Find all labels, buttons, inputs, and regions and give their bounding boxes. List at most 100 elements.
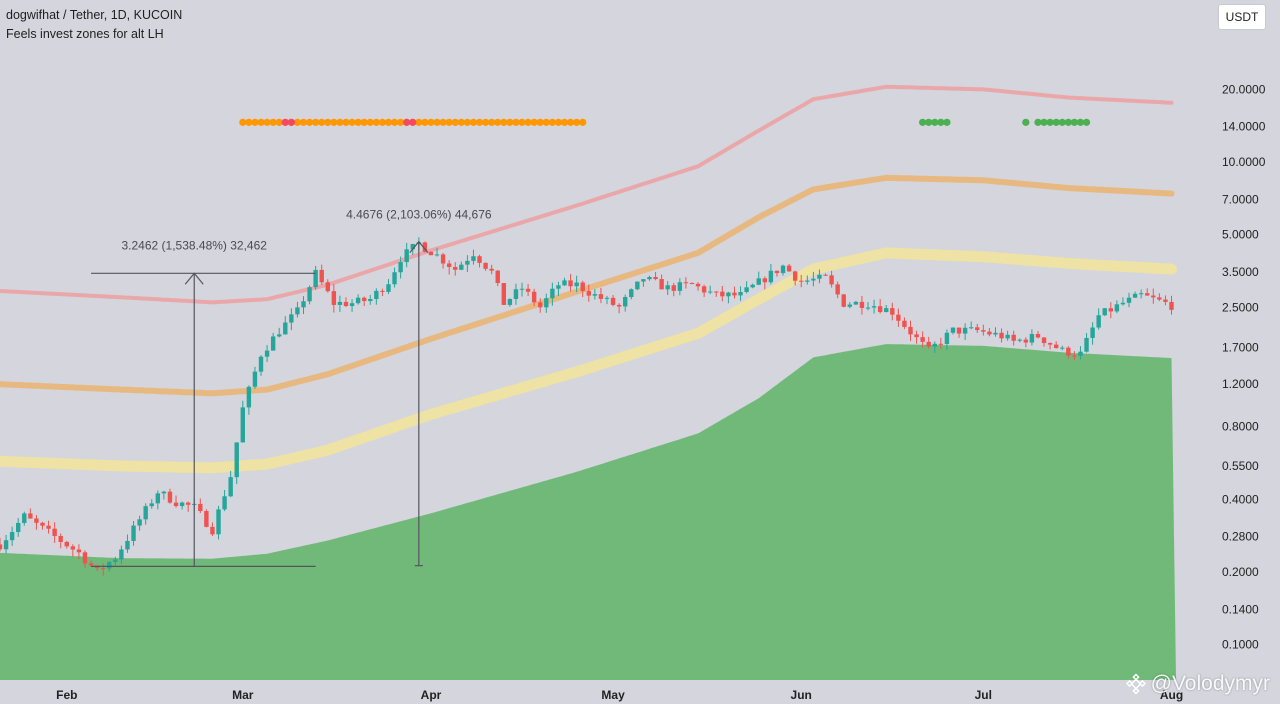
candle-body[interactable] bbox=[313, 269, 318, 288]
candle-body[interactable] bbox=[981, 330, 986, 332]
candle-body[interactable] bbox=[969, 327, 974, 329]
candle-body[interactable] bbox=[896, 314, 901, 321]
candle-body[interactable] bbox=[355, 297, 361, 304]
candle-body[interactable] bbox=[155, 493, 161, 504]
candle-body[interactable] bbox=[525, 288, 531, 292]
candle-body[interactable] bbox=[252, 371, 258, 387]
candle-body[interactable] bbox=[647, 276, 652, 280]
candle-body[interactable] bbox=[841, 294, 846, 307]
candle-body[interactable] bbox=[1151, 295, 1156, 298]
candle-body[interactable] bbox=[173, 502, 179, 507]
candle-body[interactable] bbox=[119, 549, 124, 560]
candle-body[interactable] bbox=[22, 513, 27, 523]
candle-body[interactable] bbox=[100, 568, 106, 570]
candle-body[interactable] bbox=[222, 496, 227, 510]
candle-body[interactable] bbox=[750, 284, 755, 288]
candle-body[interactable] bbox=[483, 262, 488, 269]
candle-body[interactable] bbox=[398, 262, 403, 273]
candle-body[interactable] bbox=[113, 559, 118, 563]
candle-body[interactable] bbox=[149, 503, 154, 507]
candle-body[interactable] bbox=[88, 563, 94, 566]
candle-body[interactable] bbox=[744, 287, 749, 293]
candle-body[interactable] bbox=[762, 278, 768, 283]
candle-body[interactable] bbox=[714, 291, 719, 293]
candle-body[interactable] bbox=[465, 260, 470, 265]
candle-body[interactable] bbox=[1126, 297, 1132, 303]
candle-body[interactable] bbox=[1017, 339, 1022, 341]
candle-body[interactable] bbox=[386, 284, 391, 292]
candle-body[interactable] bbox=[665, 285, 670, 290]
candle-body[interactable] bbox=[799, 280, 804, 282]
candle-body[interactable] bbox=[1145, 293, 1150, 296]
candle-body[interactable] bbox=[780, 265, 786, 274]
candle-body[interactable] bbox=[1053, 344, 1059, 349]
candle-body[interactable] bbox=[623, 297, 628, 307]
candle-body[interactable] bbox=[453, 266, 458, 270]
candle-body[interactable] bbox=[616, 304, 622, 307]
candle-body[interactable] bbox=[131, 525, 136, 541]
candle-body[interactable] bbox=[125, 540, 130, 550]
candle-body[interactable] bbox=[629, 289, 634, 298]
candle-body[interactable] bbox=[768, 270, 774, 283]
candle-body[interactable] bbox=[392, 272, 397, 285]
candle-body[interactable] bbox=[161, 491, 167, 494]
candle-body[interactable] bbox=[362, 297, 367, 302]
candle-body[interactable] bbox=[592, 294, 598, 296]
candle-body[interactable] bbox=[179, 502, 185, 507]
candle-body[interactable] bbox=[1169, 301, 1174, 310]
candle-body[interactable] bbox=[228, 477, 233, 497]
candle-body[interactable] bbox=[1060, 347, 1065, 349]
candle-body[interactable] bbox=[440, 254, 446, 264]
candle-body[interactable] bbox=[507, 298, 513, 305]
candle-body[interactable] bbox=[40, 522, 45, 526]
candle-body[interactable] bbox=[962, 327, 968, 334]
candle-body[interactable] bbox=[871, 306, 877, 308]
candle-body[interactable] bbox=[604, 297, 610, 299]
candle-body[interactable] bbox=[920, 337, 925, 342]
candle-body[interactable] bbox=[1041, 337, 1047, 344]
candle-body[interactable] bbox=[337, 301, 343, 305]
candle-body[interactable] bbox=[422, 242, 428, 252]
candle-body[interactable] bbox=[877, 306, 883, 313]
candle-body[interactable] bbox=[914, 334, 919, 338]
candle-body[interactable] bbox=[641, 279, 646, 282]
candle-body[interactable] bbox=[932, 343, 937, 347]
candle-body[interactable] bbox=[234, 442, 239, 478]
candle-body[interactable] bbox=[9, 532, 15, 541]
candle-body[interactable] bbox=[975, 327, 980, 331]
candle-body[interactable] bbox=[756, 278, 761, 285]
candle-body[interactable] bbox=[70, 546, 76, 550]
candle-body[interactable] bbox=[343, 301, 349, 307]
candle-body[interactable] bbox=[16, 522, 21, 533]
candle-body[interactable] bbox=[774, 270, 780, 274]
candle-body[interactable] bbox=[586, 291, 591, 296]
candle-body[interactable] bbox=[477, 256, 482, 263]
candle-body[interactable] bbox=[811, 278, 816, 281]
candle-body[interactable] bbox=[1102, 308, 1107, 316]
candle-body[interactable] bbox=[635, 281, 640, 290]
candle-body[interactable] bbox=[246, 386, 252, 408]
candle-body[interactable] bbox=[677, 282, 683, 291]
candle-body[interactable] bbox=[1096, 315, 1101, 328]
candle-body[interactable] bbox=[204, 511, 209, 527]
candle-body[interactable] bbox=[550, 288, 555, 299]
candle-body[interactable] bbox=[865, 307, 871, 309]
candle-body[interactable] bbox=[738, 292, 743, 296]
candle-body[interactable] bbox=[374, 290, 379, 300]
candle-body[interactable] bbox=[1132, 293, 1138, 298]
currency-badge[interactable]: USDT bbox=[1218, 4, 1266, 30]
candle-body[interactable] bbox=[707, 291, 713, 293]
candle-body[interactable] bbox=[198, 503, 203, 512]
candle-body[interactable] bbox=[1157, 297, 1162, 300]
candle-body[interactable] bbox=[471, 256, 476, 261]
candle-body[interactable] bbox=[1035, 333, 1041, 338]
candle-body[interactable] bbox=[908, 326, 913, 335]
candle-body[interactable] bbox=[264, 350, 270, 357]
candle-body[interactable] bbox=[720, 291, 725, 297]
candle-body[interactable] bbox=[568, 280, 573, 287]
candle-body[interactable] bbox=[701, 286, 707, 293]
candle-body[interactable] bbox=[1090, 327, 1095, 338]
candle-body[interactable] bbox=[428, 251, 434, 256]
candle-body[interactable] bbox=[786, 265, 792, 272]
candle-body[interactable] bbox=[277, 334, 282, 337]
